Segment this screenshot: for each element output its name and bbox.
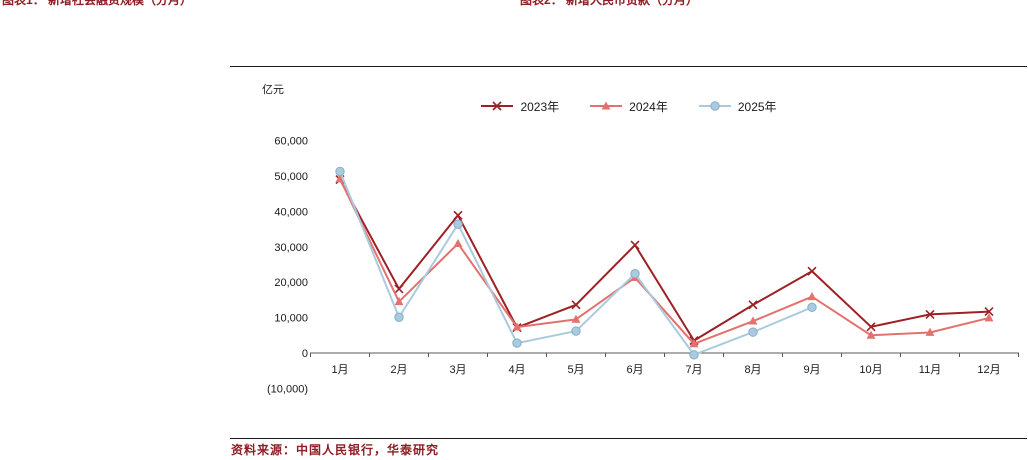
line-chart: (10,000) 0 10,000 20,000 30,000 40,000 50,000 6… xyxy=(267,136,1019,395)
clipped-chart-title-left: 图表1： 新增社会融资规模（分月） xyxy=(2,0,193,7)
data-point-x-marker xyxy=(571,300,581,310)
x-tick-label: 4月 xyxy=(508,364,525,376)
data-point-triangle-marker xyxy=(335,174,345,183)
data-point-x-marker xyxy=(748,300,758,310)
data-point-circle-marker xyxy=(512,338,522,348)
x-tick-label: 5月 xyxy=(567,364,584,376)
data-point-triangle-marker xyxy=(689,338,699,348)
data-point-triangle-marker xyxy=(453,238,463,248)
legend-label: 2024年 xyxy=(629,99,668,114)
data-point-circle-marker xyxy=(394,312,404,322)
data-point-circle-marker xyxy=(453,219,463,229)
y-axis-unit-label: 亿元 xyxy=(262,84,284,96)
legend-item-2024年: 2024年 xyxy=(589,98,668,115)
x-tick-label: 2月 xyxy=(390,364,407,376)
x-tick-label: 3月 xyxy=(449,364,466,376)
clipped-chart-title-center: 图表2： 新增人民币贷款（分月） xyxy=(520,0,699,7)
x-tick-label: 7月 xyxy=(685,364,702,376)
data-point-circle-marker xyxy=(335,166,345,177)
data-point-x-marker xyxy=(394,284,404,294)
y-tick-label: 40,000 xyxy=(274,206,308,218)
source-note: 资料来源：中国人民银行，华泰研究 xyxy=(231,443,440,457)
data-point-circle-marker xyxy=(630,269,640,279)
data-point-x-marker xyxy=(984,307,994,317)
data-point-circle-marker xyxy=(807,302,817,313)
data-point-triangle-marker xyxy=(748,316,758,325)
chart-legend: 2023年 2024年 2025年 xyxy=(230,97,1027,115)
y-tick-label: 0 xyxy=(302,348,308,360)
y-tick-label: 30,000 xyxy=(274,242,308,254)
y-tick-label: (10,000) xyxy=(267,383,308,395)
legend-marker-triangle-icon xyxy=(590,101,623,110)
y-tick-label: 20,000 xyxy=(274,277,308,289)
x-tick-label: 10月 xyxy=(859,364,882,376)
legend-label: 2025年 xyxy=(737,99,777,114)
x-tick-label: 1月 xyxy=(331,364,348,376)
x-tick-label: 11月 xyxy=(919,364,941,376)
series-line-2023年 xyxy=(339,179,990,342)
data-point-circle-marker xyxy=(571,326,581,336)
legend-label: 2023年 xyxy=(520,99,560,114)
data-point-x-marker xyxy=(807,266,817,276)
data-point-x-marker xyxy=(453,210,463,220)
legend-marker-x-icon xyxy=(481,101,514,111)
y-tick-label: 50,000 xyxy=(274,171,308,183)
series-line-2024年 xyxy=(339,178,990,345)
x-tick-label: 9月 xyxy=(803,364,820,376)
data-point-triangle-marker xyxy=(394,296,404,306)
x-tick-label: 6月 xyxy=(626,364,643,376)
data-point-circle-marker xyxy=(689,350,699,360)
y-tick-label: 60,000 xyxy=(274,136,308,148)
data-point-circle-marker xyxy=(748,327,758,337)
data-point-triangle-marker xyxy=(571,314,581,323)
data-point-triangle-marker xyxy=(925,327,935,336)
y-tick-label: 10,000 xyxy=(274,313,308,325)
x-tick-label: 12月 xyxy=(977,364,1000,376)
legend-marker-circle-icon xyxy=(698,101,731,111)
data-point-x-marker xyxy=(866,322,876,332)
data-point-triangle-marker xyxy=(512,322,522,331)
data-point-triangle-marker xyxy=(866,330,876,339)
data-point-x-marker xyxy=(925,309,935,319)
chart-panel: 亿元 2023年 2024年 2025年 (10,000) 0 10,000 20,000… xyxy=(230,66,1027,439)
legend-item-2023年: 2023年 xyxy=(480,98,559,115)
data-point-triangle-marker xyxy=(807,291,817,301)
legend-item-2025年: 2025年 xyxy=(698,98,777,115)
x-tick-label: 8月 xyxy=(744,364,761,376)
data-point-x-marker xyxy=(630,240,640,250)
data-point-triangle-marker xyxy=(984,313,994,322)
